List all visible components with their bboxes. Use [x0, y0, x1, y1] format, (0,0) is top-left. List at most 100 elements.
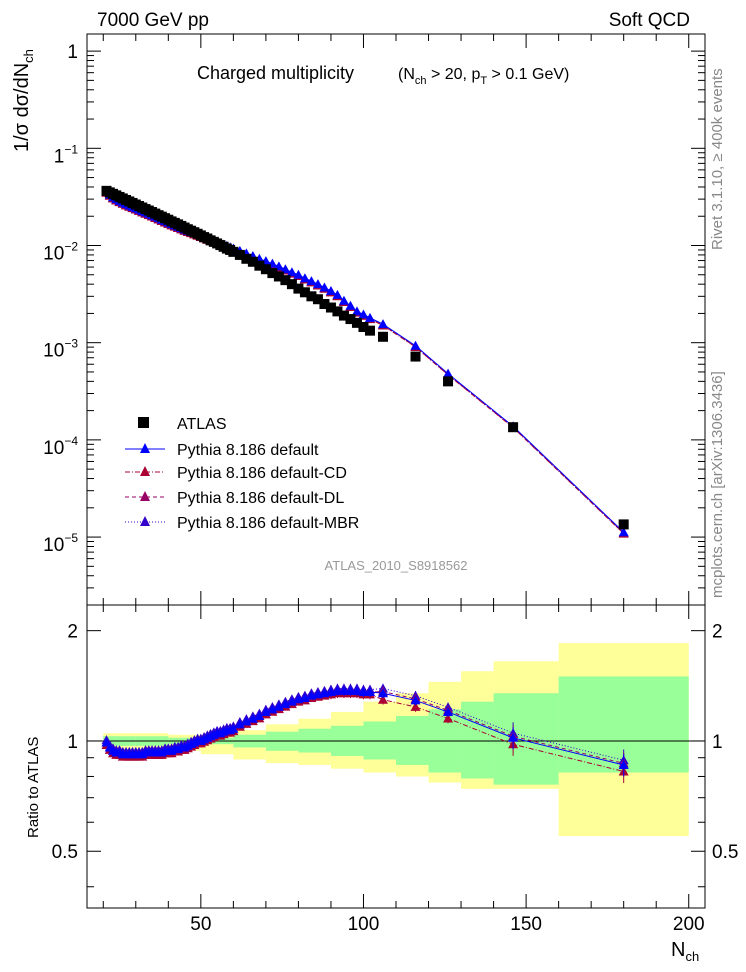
ratio-point-cd	[443, 713, 454, 723]
mc-point-default	[312, 279, 323, 289]
plot-title-condition: (Nch > 20, pT > 0.1 GeV)	[398, 66, 569, 87]
main-ylabel-text: 1/σ dσ/dN	[11, 63, 33, 152]
legend-marker-cd	[140, 466, 150, 476]
atlas-point	[299, 287, 310, 298]
legend-label-mbr: Pythia 8.186 default-MBR	[177, 515, 359, 532]
legend-marker-dl	[140, 491, 150, 501]
main-y-tick-label: 1−1	[54, 142, 79, 167]
ratio-point-default	[618, 759, 629, 769]
mc-point-default	[319, 282, 330, 292]
atlas-point	[267, 268, 278, 279]
ratio-y-tick-label-left: 1	[67, 732, 78, 753]
cond-sub1: ch	[415, 75, 427, 87]
ratio-point-default	[286, 696, 297, 706]
legend-marker-default	[140, 443, 150, 453]
atlas-point	[345, 314, 356, 325]
x-tick-labels: 50 100 150 200	[190, 914, 704, 935]
legend-label-atlas: ATLAS	[177, 416, 227, 433]
ratio-point-default	[377, 688, 388, 698]
main-ylabel: 1/σ dσ/dNch	[11, 49, 36, 152]
cond-end: > 0.1 GeV)	[487, 66, 569, 83]
main-y-tick-label-one: 1	[67, 42, 78, 63]
cond-open: (N	[398, 66, 415, 83]
legend-label-cd: Pythia 8.186 default-CD	[177, 465, 347, 482]
main-series	[101, 185, 629, 538]
x-tick-label: 100	[348, 914, 380, 935]
ratio-point-default	[234, 719, 245, 729]
atlas-point	[338, 310, 349, 321]
mc-point-default	[345, 300, 356, 310]
mc-point-default	[299, 273, 310, 283]
mc-point-default	[338, 295, 349, 305]
atlas-point	[618, 519, 629, 530]
main-y-tick-labels: 10−5 10−4 10−3 10−2 1−1	[43, 142, 78, 556]
mc-point-default	[358, 309, 369, 319]
ratio-point-default	[299, 692, 310, 702]
mc-point-default	[332, 289, 343, 299]
ratio-point-default	[332, 685, 343, 695]
plot-title: Charged multiplicity	[197, 63, 354, 83]
atlas-point	[306, 291, 317, 302]
xlabel-text: N	[671, 939, 685, 961]
atlas-point	[260, 264, 271, 275]
atlas-point	[254, 260, 265, 271]
ratio-point-default	[338, 685, 349, 695]
mc-point-default	[306, 276, 317, 286]
ratio-point-cd	[410, 701, 421, 711]
ratio-y-tick-label-left: 2	[67, 622, 78, 643]
atlas-point	[508, 422, 519, 433]
atlas-point	[280, 275, 291, 286]
mc-point-default	[293, 269, 304, 279]
ratio-point-default	[351, 685, 362, 695]
cond-sub2: T	[480, 75, 487, 87]
ratio-point-default	[508, 732, 519, 742]
ratio-point-default	[254, 710, 265, 720]
title-main: Charged multiplicity	[197, 63, 354, 83]
main-y-tick-label: 10−5	[43, 531, 78, 556]
atlas-point	[312, 294, 323, 305]
ratio-point-default	[345, 685, 356, 695]
ratio-point-default	[280, 699, 291, 709]
main-y-tick-label: 10−2	[43, 239, 78, 264]
ratio-y-tick-label-right: 0.5	[712, 842, 738, 863]
atlas-point	[286, 279, 297, 290]
band-inner	[461, 701, 494, 779]
ratio-point-default	[358, 687, 369, 697]
main-y-one-label: 1	[67, 42, 78, 63]
main-y-tick-label: 10−3	[43, 337, 78, 362]
rivet-side-label: Rivet 3.1.10, ≥ 400k events	[709, 68, 726, 250]
atlas-point	[332, 306, 343, 317]
atlas-point	[351, 317, 362, 328]
legend-label-dl: Pythia 8.186 default-DL	[177, 490, 344, 507]
atlas-point	[410, 351, 421, 362]
x-tick-label: 50	[190, 914, 211, 935]
atlas-point	[273, 271, 284, 282]
band-inner	[493, 693, 559, 785]
ratio-series	[101, 683, 629, 783]
mc-line-dl	[106, 192, 625, 534]
mc-point-default	[286, 267, 297, 277]
mc-line-cd	[106, 192, 625, 534]
ratio-point-default	[443, 706, 454, 716]
ratio-point-default	[228, 723, 239, 733]
process-label: Soft QCD	[609, 10, 690, 31]
atlas-point	[364, 325, 375, 336]
ratio-point-cd	[377, 694, 388, 704]
ratio-point-default	[241, 716, 252, 726]
legend-marker-atlas	[138, 417, 149, 428]
atlas-point	[293, 283, 304, 294]
mc-point-default	[443, 368, 454, 378]
ratio-ylabel: Ratio to ATLAS	[25, 737, 42, 838]
mc-point-default	[410, 340, 421, 350]
atlas-point	[319, 299, 330, 310]
xlabel-sub: ch	[685, 949, 699, 964]
ratio-point-default	[410, 695, 421, 705]
ratio-point-default	[247, 713, 258, 723]
mc-point-default	[280, 264, 291, 274]
ratio-point-default	[364, 687, 375, 697]
x-tick-label: 200	[673, 914, 705, 935]
ratio-point-default	[273, 701, 284, 711]
ratio-point-default	[267, 704, 278, 714]
atlas-point	[234, 249, 245, 260]
atlas-point	[228, 246, 239, 257]
